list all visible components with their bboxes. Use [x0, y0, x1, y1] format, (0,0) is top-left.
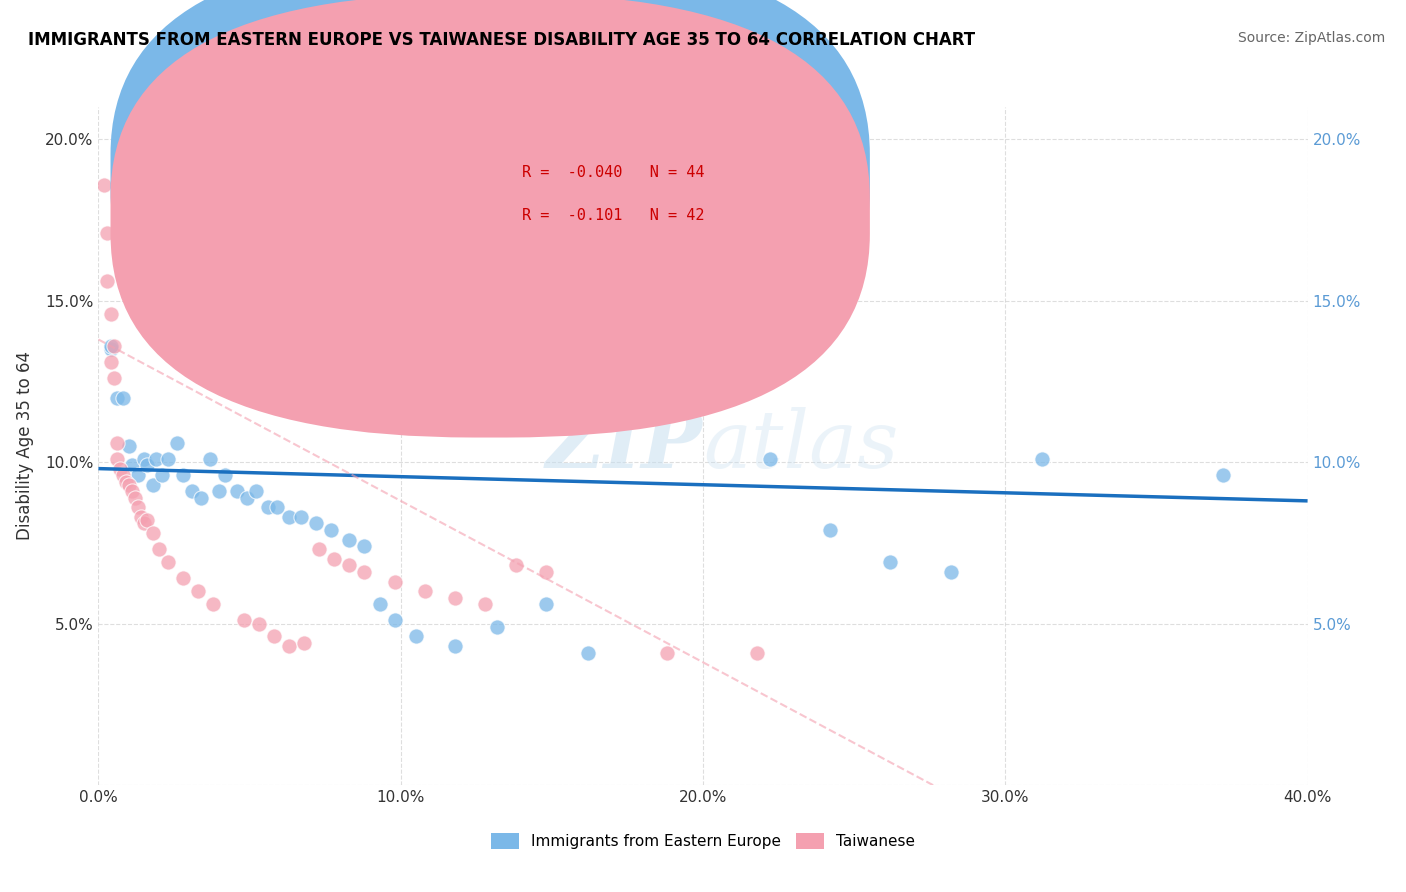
Text: R =  -0.040   N = 44: R = -0.040 N = 44: [522, 165, 704, 180]
Point: [111, 468, 134, 483]
Point: [190, 491, 212, 505]
Point: [486, 620, 509, 634]
Point: [108, 461, 131, 475]
Point: [308, 542, 330, 557]
Point: [100, 307, 122, 321]
Point: [290, 510, 312, 524]
Point: [103, 339, 125, 353]
Legend: Immigrants from Eastern Europe, Taiwanese: Immigrants from Eastern Europe, Taiwanes…: [485, 827, 921, 855]
FancyBboxPatch shape: [437, 128, 697, 260]
Point: [444, 591, 467, 605]
Point: [292, 636, 315, 650]
Point: [879, 555, 901, 569]
Text: ZIP: ZIP: [546, 408, 703, 484]
Text: IMMIGRANTS FROM EASTERN EUROPE VS TAIWANESE DISABILITY AGE 35 TO 64 CORRELATION : IMMIGRANTS FROM EASTERN EUROPE VS TAIWAN…: [28, 31, 976, 49]
Point: [156, 451, 179, 466]
Point: [384, 613, 406, 627]
Point: [353, 565, 375, 579]
Point: [368, 597, 391, 611]
Point: [256, 500, 278, 515]
Point: [114, 475, 136, 489]
Point: [277, 510, 299, 524]
Point: [1031, 451, 1053, 466]
Point: [758, 451, 780, 466]
Point: [132, 516, 155, 531]
Point: [127, 468, 149, 483]
Point: [124, 491, 146, 505]
FancyBboxPatch shape: [111, 0, 870, 437]
Point: [534, 597, 557, 611]
Point: [576, 646, 599, 660]
Point: [413, 584, 436, 599]
Point: [132, 451, 155, 466]
Point: [145, 451, 167, 466]
Point: [121, 458, 143, 473]
Point: [142, 477, 165, 491]
Point: [384, 574, 406, 589]
Point: [142, 526, 165, 541]
Point: [505, 558, 527, 573]
Point: [105, 435, 128, 450]
Point: [247, 616, 270, 631]
Text: R =  -0.101   N = 42: R = -0.101 N = 42: [522, 208, 704, 223]
Point: [232, 613, 254, 627]
FancyBboxPatch shape: [111, 0, 870, 395]
Point: [103, 371, 125, 385]
Point: [156, 555, 179, 569]
Point: [818, 523, 841, 537]
Point: [266, 500, 288, 515]
Point: [235, 491, 257, 505]
Point: [321, 523, 343, 537]
Point: [172, 571, 194, 585]
Point: [747, 646, 769, 660]
Point: [939, 565, 962, 579]
Point: [135, 513, 157, 527]
Point: [127, 500, 149, 515]
Point: [214, 468, 236, 483]
Point: [100, 342, 122, 356]
Point: [655, 646, 678, 660]
Point: [405, 630, 427, 644]
Point: [93, 178, 115, 192]
Point: [105, 391, 128, 405]
Point: [121, 484, 143, 499]
Point: [226, 484, 249, 499]
Point: [245, 484, 267, 499]
Point: [534, 565, 557, 579]
Point: [337, 558, 360, 573]
Text: atlas: atlas: [703, 408, 898, 484]
Point: [100, 339, 122, 353]
Point: [96, 226, 118, 240]
Point: [1212, 468, 1234, 483]
Point: [118, 477, 141, 491]
Point: [148, 542, 170, 557]
Point: [353, 539, 375, 553]
Point: [96, 274, 118, 288]
Point: [105, 451, 128, 466]
Point: [187, 584, 209, 599]
Point: [263, 630, 285, 644]
Point: [305, 516, 328, 531]
Point: [166, 435, 188, 450]
Point: [100, 355, 122, 369]
Point: [118, 439, 141, 453]
Y-axis label: Disability Age 35 to 64: Disability Age 35 to 64: [15, 351, 34, 541]
Point: [172, 468, 194, 483]
Point: [208, 484, 231, 499]
Point: [202, 597, 225, 611]
Point: [129, 510, 152, 524]
Point: [111, 391, 134, 405]
Point: [135, 458, 157, 473]
Point: [337, 533, 360, 547]
Point: [150, 468, 173, 483]
Point: [277, 639, 299, 653]
Point: [474, 597, 496, 611]
Point: [323, 552, 346, 566]
Point: [200, 451, 222, 466]
Text: Source: ZipAtlas.com: Source: ZipAtlas.com: [1237, 31, 1385, 45]
Point: [444, 639, 467, 653]
Point: [181, 484, 204, 499]
